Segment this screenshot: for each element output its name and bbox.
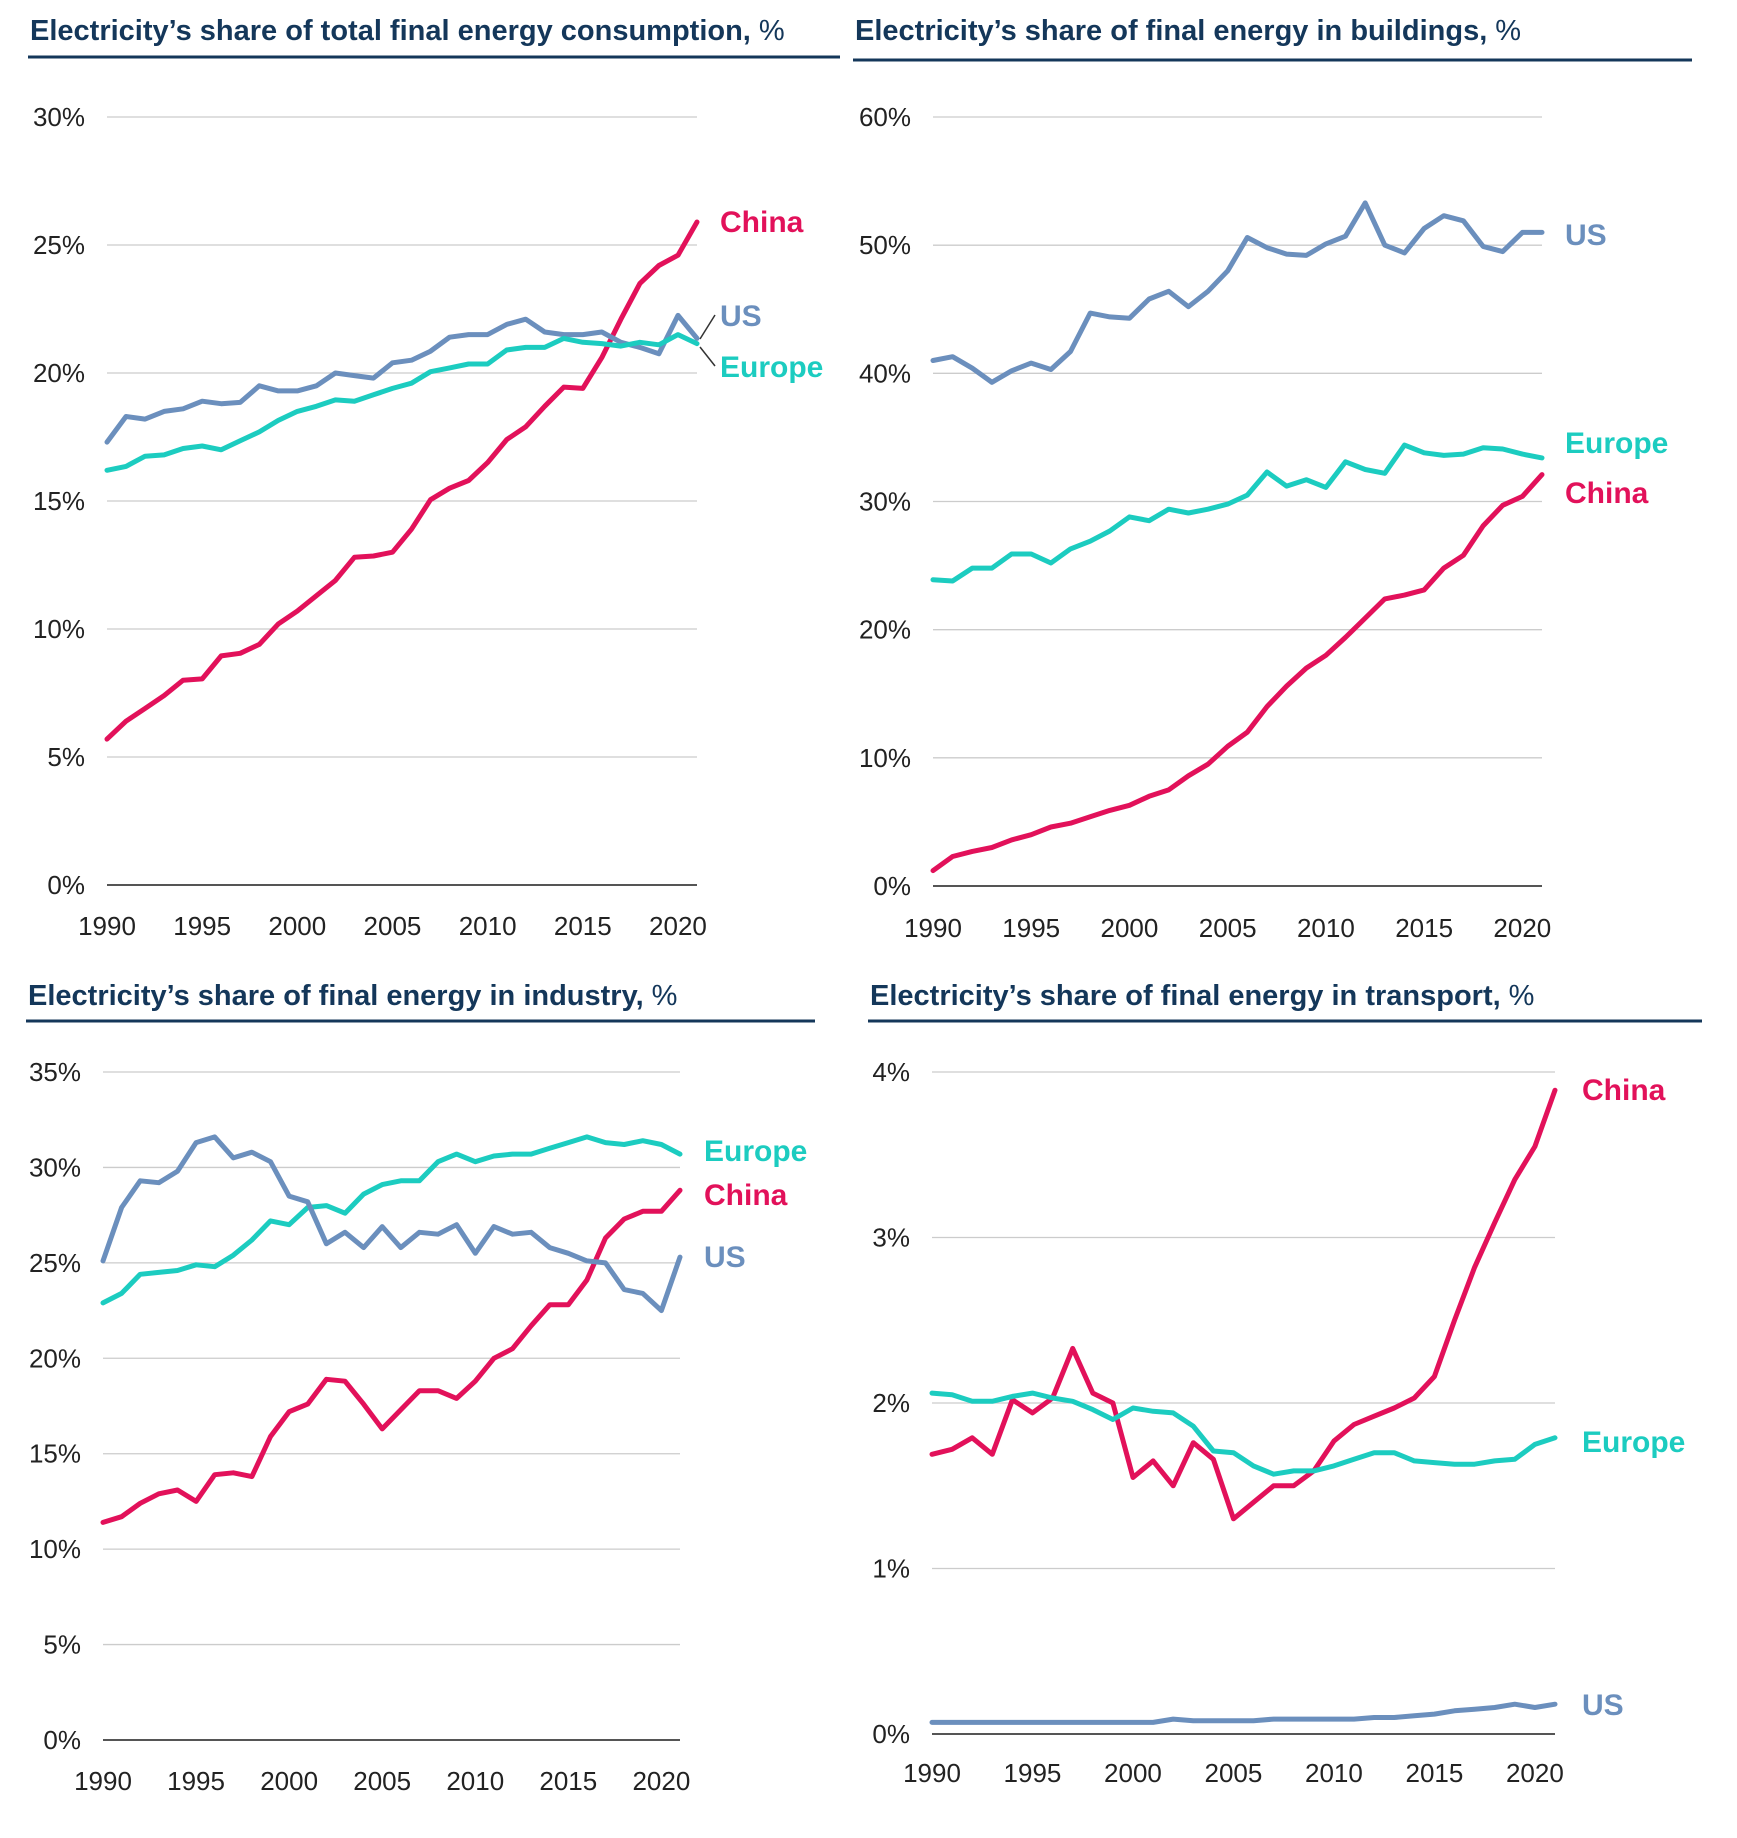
x-tick-label: 2020 bbox=[1506, 1758, 1564, 1788]
series-line-us bbox=[104, 312, 700, 445]
series-label-us: US bbox=[1582, 1689, 1624, 1722]
series-label-us: US bbox=[704, 1241, 746, 1274]
y-tick-label: 15% bbox=[33, 486, 85, 516]
y-tick-label: 40% bbox=[859, 358, 911, 388]
chart-title-text: Electricity’s share of final energy in t… bbox=[870, 980, 1501, 1012]
series-line-us bbox=[930, 200, 1545, 385]
x-tick-label: 2015 bbox=[1405, 1758, 1463, 1788]
x-tick-label: 2005 bbox=[353, 1766, 411, 1796]
x-tick-label: 2020 bbox=[1493, 913, 1551, 943]
x-tick-label: 2020 bbox=[632, 1766, 690, 1796]
y-tick-label: 15% bbox=[29, 1439, 81, 1469]
x-tick-label: 2010 bbox=[1297, 913, 1355, 943]
series-line-europe bbox=[100, 1134, 683, 1306]
y-tick-label: 25% bbox=[33, 230, 85, 260]
chart-title: Electricity’s share of total final energ… bbox=[30, 15, 785, 47]
y-tick-label: 60% bbox=[859, 102, 911, 132]
y-tick-label: 35% bbox=[29, 1057, 81, 1087]
series-label-china: China bbox=[704, 1179, 788, 1212]
x-tick-label: 2005 bbox=[364, 911, 422, 941]
y-tick-label: 20% bbox=[859, 615, 911, 645]
chart-title: Electricity’s share of final energy in b… bbox=[855, 15, 1521, 47]
x-tick-label: 2000 bbox=[268, 911, 326, 941]
x-tick-label: 2005 bbox=[1199, 913, 1257, 943]
x-tick-label: 1995 bbox=[1002, 913, 1060, 943]
x-tick-label: 2010 bbox=[446, 1766, 504, 1796]
label-leader-us bbox=[699, 314, 716, 340]
series-label-europe: Europe bbox=[1565, 427, 1668, 460]
x-tick-label: 1995 bbox=[173, 911, 231, 941]
chart-title-unit: % bbox=[1509, 980, 1535, 1012]
y-tick-label: 5% bbox=[43, 1630, 81, 1660]
series-label-us: US bbox=[720, 300, 762, 333]
y-tick-label: 1% bbox=[872, 1554, 910, 1584]
series-line-china bbox=[100, 1187, 683, 1525]
x-tick-label: 2005 bbox=[1205, 1758, 1263, 1788]
chart-title-text: Electricity’s share of total final energ… bbox=[30, 15, 751, 47]
chart-title-text: Electricity’s share of final energy in i… bbox=[28, 980, 644, 1012]
panel-total: Electricity’s share of total final energ… bbox=[28, 15, 840, 941]
y-tick-label: 4% bbox=[872, 1057, 910, 1087]
y-tick-label: 25% bbox=[29, 1248, 81, 1278]
y-tick-label: 2% bbox=[872, 1388, 910, 1418]
chart-title-text: Electricity’s share of final energy in b… bbox=[855, 15, 1487, 47]
y-tick-label: 20% bbox=[29, 1343, 81, 1373]
y-tick-label: 30% bbox=[29, 1152, 81, 1182]
chart-title-unit: % bbox=[652, 980, 678, 1012]
chart-title-unit: % bbox=[1495, 15, 1521, 47]
x-tick-label: 1990 bbox=[903, 1758, 961, 1788]
y-tick-label: 10% bbox=[859, 743, 911, 773]
series-line-us bbox=[100, 1134, 683, 1314]
x-tick-label: 2000 bbox=[1104, 1758, 1162, 1788]
y-tick-label: 30% bbox=[859, 487, 911, 517]
series-label-europe: Europe bbox=[704, 1135, 807, 1168]
series-label-china: China bbox=[1582, 1074, 1666, 1107]
y-tick-label: 0% bbox=[47, 870, 85, 900]
series-label-china: China bbox=[720, 206, 804, 239]
x-tick-label: 1995 bbox=[167, 1766, 225, 1796]
panel-buildings: Electricity’s share of final energy in b… bbox=[853, 15, 1692, 943]
panel-industry: Electricity’s share of final energy in i… bbox=[26, 980, 815, 1796]
x-tick-label: 1990 bbox=[74, 1766, 132, 1796]
panel-transport: Electricity’s share of final energy in t… bbox=[868, 980, 1702, 1788]
y-tick-label: 10% bbox=[29, 1534, 81, 1564]
chart-title: Electricity’s share of final energy in t… bbox=[870, 980, 1534, 1012]
x-tick-label: 2015 bbox=[554, 911, 612, 941]
y-tick-label: 10% bbox=[33, 614, 85, 644]
x-tick-label: 1995 bbox=[1004, 1758, 1062, 1788]
x-tick-label: 2000 bbox=[1101, 913, 1159, 943]
x-tick-label: 2000 bbox=[260, 1766, 318, 1796]
x-tick-label: 2010 bbox=[459, 911, 517, 941]
x-tick-label: 2010 bbox=[1305, 1758, 1363, 1788]
x-tick-label: 2015 bbox=[1395, 913, 1453, 943]
y-tick-label: 3% bbox=[872, 1223, 910, 1253]
x-tick-label: 1990 bbox=[904, 913, 962, 943]
y-tick-label: 50% bbox=[859, 230, 911, 260]
series-label-europe: Europe bbox=[720, 351, 823, 384]
series-line-us bbox=[929, 1701, 1558, 1725]
series-label-us: US bbox=[1565, 219, 1607, 252]
y-tick-label: 5% bbox=[47, 742, 85, 772]
y-tick-label: 30% bbox=[33, 102, 85, 132]
x-tick-label: 1990 bbox=[78, 911, 136, 941]
y-tick-label: 0% bbox=[43, 1725, 81, 1755]
series-label-europe: Europe bbox=[1582, 1426, 1685, 1459]
chart-title-unit: % bbox=[759, 15, 785, 47]
x-tick-label: 2015 bbox=[539, 1766, 597, 1796]
chart-title: Electricity’s share of final energy in i… bbox=[28, 980, 677, 1012]
series-line-europe bbox=[929, 1390, 1558, 1477]
y-tick-label: 0% bbox=[873, 871, 911, 901]
series-line-china bbox=[930, 472, 1545, 874]
y-tick-label: 20% bbox=[33, 358, 85, 388]
series-label-china: China bbox=[1565, 477, 1649, 510]
label-leader-europe bbox=[699, 346, 716, 367]
y-tick-label: 0% bbox=[872, 1719, 910, 1749]
series-line-china bbox=[104, 219, 700, 742]
x-tick-label: 2020 bbox=[649, 911, 707, 941]
series-line-europe bbox=[104, 332, 700, 473]
series-line-europe bbox=[930, 442, 1545, 584]
series-line-china bbox=[929, 1087, 1558, 1522]
